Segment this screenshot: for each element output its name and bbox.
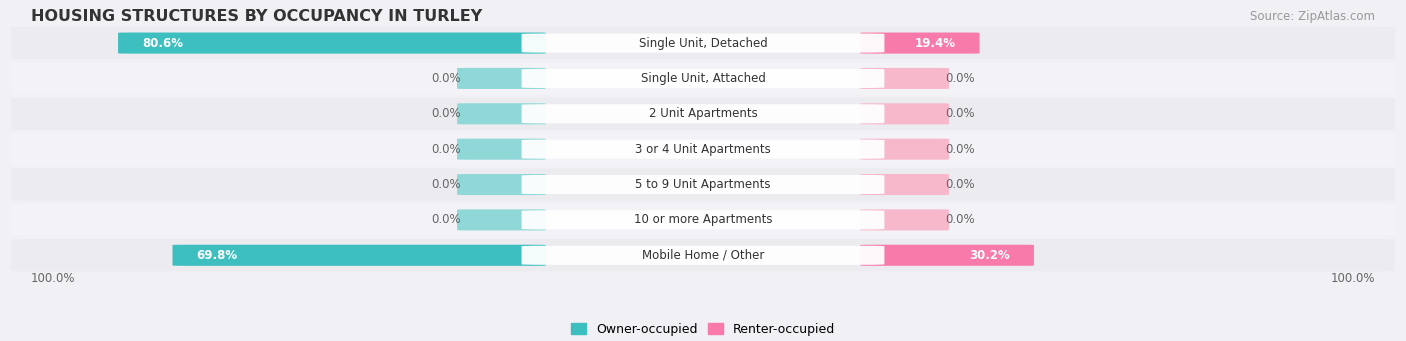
FancyBboxPatch shape [11,168,1395,201]
Text: 0.0%: 0.0% [432,213,461,226]
FancyBboxPatch shape [522,175,884,194]
Legend: Owner-occupied, Renter-occupied: Owner-occupied, Renter-occupied [567,318,839,341]
FancyBboxPatch shape [860,32,980,54]
Text: 0.0%: 0.0% [945,178,974,191]
FancyBboxPatch shape [522,104,884,123]
Text: 0.0%: 0.0% [945,213,974,226]
FancyBboxPatch shape [457,103,546,124]
Text: 0.0%: 0.0% [945,72,974,85]
Text: 19.4%: 19.4% [914,36,955,49]
Text: HOUSING STRUCTURES BY OCCUPANCY IN TURLEY: HOUSING STRUCTURES BY OCCUPANCY IN TURLE… [31,9,482,24]
FancyBboxPatch shape [860,174,949,195]
Text: 80.6%: 80.6% [142,36,183,49]
Text: 0.0%: 0.0% [432,178,461,191]
FancyBboxPatch shape [457,209,546,231]
Text: 69.8%: 69.8% [197,249,238,262]
FancyBboxPatch shape [457,174,546,195]
Text: Single Unit, Detached: Single Unit, Detached [638,36,768,49]
FancyBboxPatch shape [11,62,1395,94]
FancyBboxPatch shape [522,33,884,53]
Text: 5 to 9 Unit Apartments: 5 to 9 Unit Apartments [636,178,770,191]
FancyBboxPatch shape [11,239,1395,271]
FancyBboxPatch shape [522,69,884,88]
FancyBboxPatch shape [860,245,1033,266]
Text: 100.0%: 100.0% [1330,272,1375,285]
Text: 0.0%: 0.0% [945,107,974,120]
FancyBboxPatch shape [173,245,546,266]
Text: 30.2%: 30.2% [969,249,1010,262]
FancyBboxPatch shape [11,204,1395,236]
FancyBboxPatch shape [860,209,949,231]
FancyBboxPatch shape [11,98,1395,130]
Text: 3 or 4 Unit Apartments: 3 or 4 Unit Apartments [636,143,770,155]
Text: 10 or more Apartments: 10 or more Apartments [634,213,772,226]
Text: 0.0%: 0.0% [432,107,461,120]
FancyBboxPatch shape [11,27,1395,59]
Text: 0.0%: 0.0% [945,143,974,155]
Text: 0.0%: 0.0% [432,72,461,85]
FancyBboxPatch shape [457,68,546,89]
FancyBboxPatch shape [522,246,884,265]
FancyBboxPatch shape [860,103,949,124]
Text: Mobile Home / Other: Mobile Home / Other [641,249,765,262]
FancyBboxPatch shape [11,133,1395,165]
FancyBboxPatch shape [860,68,949,89]
Text: 100.0%: 100.0% [31,272,76,285]
Text: Source: ZipAtlas.com: Source: ZipAtlas.com [1250,10,1375,23]
FancyBboxPatch shape [522,139,884,159]
Text: 2 Unit Apartments: 2 Unit Apartments [648,107,758,120]
FancyBboxPatch shape [457,139,546,160]
FancyBboxPatch shape [860,139,949,160]
Text: 0.0%: 0.0% [432,143,461,155]
FancyBboxPatch shape [522,210,884,229]
FancyBboxPatch shape [118,32,546,54]
Text: Single Unit, Attached: Single Unit, Attached [641,72,765,85]
